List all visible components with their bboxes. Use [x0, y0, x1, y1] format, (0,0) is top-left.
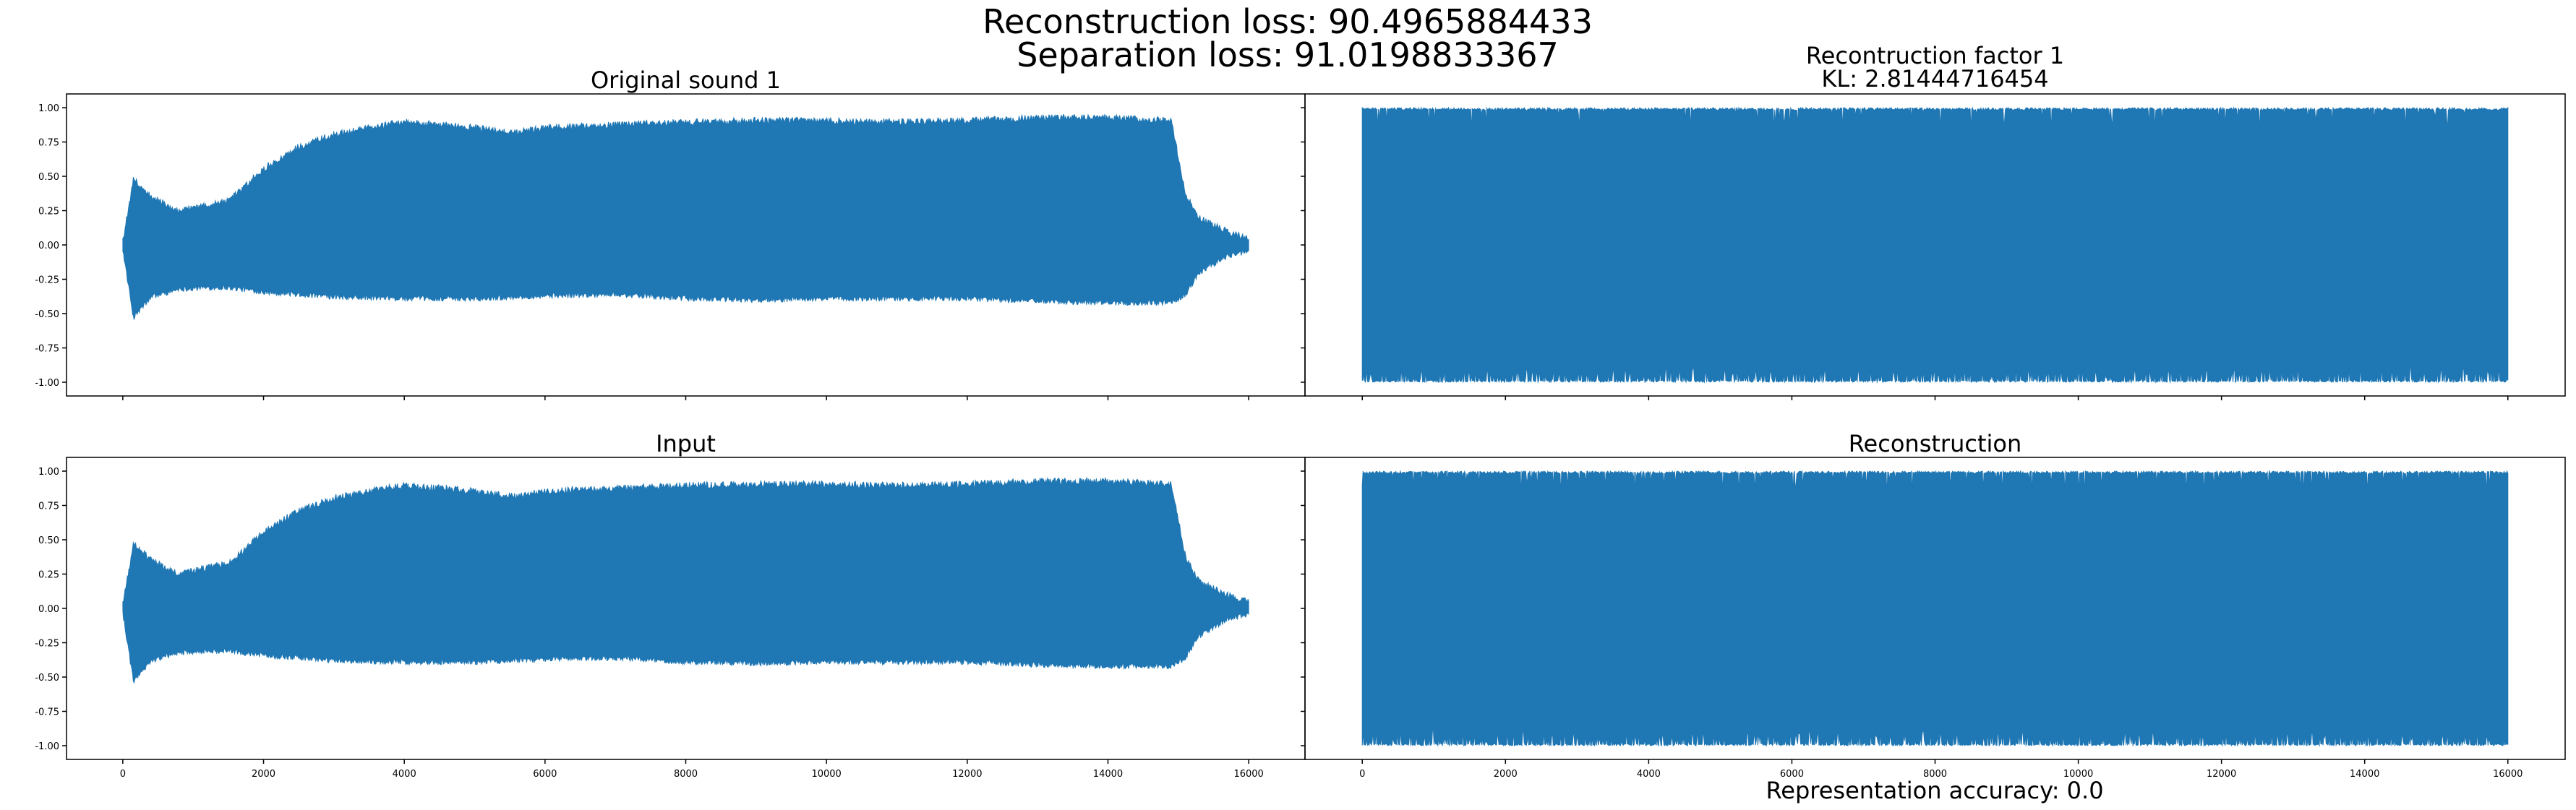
- x-tick-label: 0: [1359, 769, 1365, 780]
- subplot-title-input: Input: [656, 430, 716, 457]
- subplot-title-original: Original sound 1: [591, 66, 781, 94]
- subplot-title-line: Original sound 1: [591, 66, 781, 94]
- subplot-title-factor: Recontruction factor 1 KL: 2.81444716454: [1806, 42, 2064, 92]
- waveform-series-factor: [1361, 106, 2509, 384]
- subplot-input: Input -1.00 -0.75 -0.50 -0.25 0.00 0.25 0.50 0.7…: [35, 430, 1306, 780]
- x-tick-label: 14000: [1093, 769, 1123, 780]
- y-tick-label: 0.25: [38, 207, 59, 217]
- y-tick-label: -0.25: [35, 639, 59, 650]
- y-tick-label: -1.00: [35, 741, 59, 752]
- subplot-grid: Original sound 1 -1.00 -0.75 -0.50 -0.25 0.00…: [35, 42, 2566, 780]
- x-tick-label: 10000: [811, 769, 841, 780]
- y-tick-label: -0.50: [35, 309, 59, 320]
- subplot-title-line: Recontruction factor 1: [1806, 42, 2064, 69]
- y-tick-label: 0.00: [38, 241, 59, 251]
- figure-title-line-2: Separation loss: 91.0198833367: [1017, 35, 1559, 74]
- y-tick-label: 1.00: [38, 467, 59, 478]
- y-tick-label: 0.75: [38, 501, 59, 512]
- figure-title-line-1: Reconstruction loss: 90.4965884433: [983, 2, 1593, 41]
- y-tick-label: -0.50: [35, 673, 59, 684]
- y-tick-label: 0.50: [38, 172, 59, 183]
- x-tick-label: 2000: [1494, 769, 1518, 780]
- subplot-title-line: Reconstruction: [1849, 430, 2021, 457]
- x-tick-label: 4000: [393, 769, 416, 780]
- x-tick-label: 2000: [252, 769, 275, 780]
- x-tick-label: 10000: [2063, 769, 2093, 780]
- subplot-title-line: Input: [656, 430, 716, 457]
- subplot-title-recon: Reconstruction: [1849, 430, 2021, 457]
- x-tick-label: 14000: [2350, 769, 2379, 780]
- x-tick-label: 6000: [1780, 769, 1804, 780]
- x-tick-label: 6000: [533, 769, 557, 780]
- y-tick-label: 0.25: [38, 570, 59, 581]
- y-tick-label: 0.75: [38, 138, 59, 149]
- representation-accuracy-label: Representation accuracy: 0.0: [1766, 777, 2103, 804]
- subplot-title-line: KL: 2.81444716454: [1821, 65, 2048, 92]
- waveform-series-input: [122, 476, 1249, 684]
- x-tick-label: 12000: [952, 769, 982, 780]
- figure-title: Reconstruction loss: 90.4965884433 Separa…: [983, 2, 1593, 74]
- subplot-recon: Reconstruction 0 2000 4000 6000 8000 10000 1200…: [1301, 430, 2566, 780]
- y-tick-label: -1.00: [35, 378, 59, 389]
- y-tick-label: -0.75: [35, 707, 59, 718]
- y-tick-label: -0.75: [35, 344, 59, 355]
- subplot-original: Original sound 1 -1.00 -0.75 -0.50 -0.25 0.00…: [35, 66, 1306, 400]
- x-tick-label: 4000: [1637, 769, 1661, 780]
- x-tick-label: 16000: [2493, 769, 2522, 780]
- x-tick-label: 0: [120, 769, 126, 780]
- x-tick-label: 8000: [674, 769, 698, 780]
- y-tick-label: 0.00: [38, 604, 59, 615]
- waveform-series-original: [122, 113, 1249, 320]
- y-tick-label: 0.50: [38, 535, 59, 546]
- x-tick-label: 12000: [2207, 769, 2236, 780]
- x-tick-label: 16000: [1233, 769, 1263, 780]
- subplot-factor: Recontruction factor 1 KL: 2.81444716454: [1301, 42, 2566, 400]
- waveform-series-recon: [1361, 470, 2509, 747]
- y-tick-label: 1.00: [38, 103, 59, 114]
- y-tick-label: -0.25: [35, 275, 59, 286]
- x-tick-label: 8000: [1923, 769, 1947, 780]
